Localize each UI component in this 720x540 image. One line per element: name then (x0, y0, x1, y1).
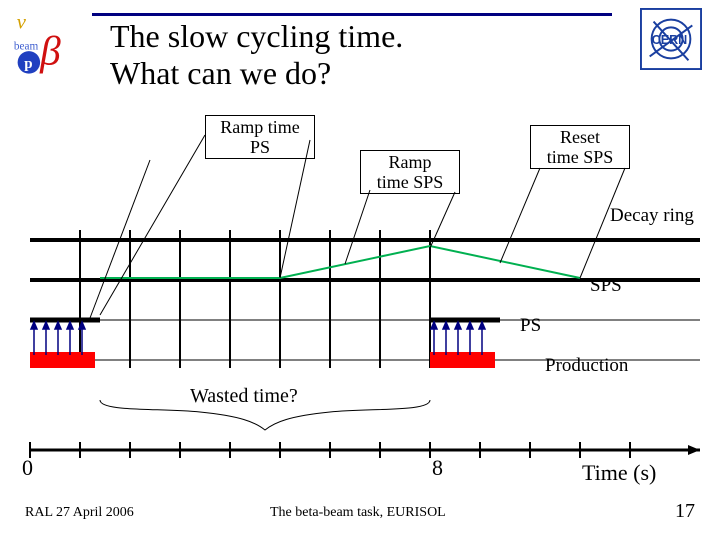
slide-number: 17 (675, 500, 695, 523)
timeline-svg (0, 100, 720, 500)
beta-beam-logo: ν beam β p (12, 8, 87, 83)
svg-text:ν: ν (17, 12, 27, 34)
time-axis-arrow (688, 445, 700, 455)
svg-text:beam: beam (14, 40, 39, 52)
brace-wasted-time (100, 400, 430, 430)
title-rule (92, 13, 612, 16)
vertical-ticks (80, 230, 430, 368)
callout-lines (90, 135, 625, 318)
title-line-1: The slow cycling time. (110, 18, 403, 55)
footer-left: RAL 27 April 2006 (25, 505, 134, 521)
svg-text:β: β (39, 27, 61, 73)
timeline-diagram: Ramp timePS Ramptime SPS Resettime SPS D… (0, 100, 720, 460)
svg-text:p: p (24, 56, 32, 72)
slide-title: The slow cycling time. What can we do? (110, 18, 403, 92)
slide-root: { "title": { "line1": "The slow cycling … (0, 0, 720, 540)
svg-text:CERN: CERN (652, 33, 688, 47)
cern-logo: CERN (640, 8, 702, 70)
arrows-group-1 (31, 322, 85, 355)
title-line-2: What can we do? (110, 55, 403, 92)
footer-center: The beta-beam task, EURISOL (270, 505, 446, 521)
sps-green-ramp (100, 246, 580, 278)
arrows-group-2 (431, 322, 485, 355)
